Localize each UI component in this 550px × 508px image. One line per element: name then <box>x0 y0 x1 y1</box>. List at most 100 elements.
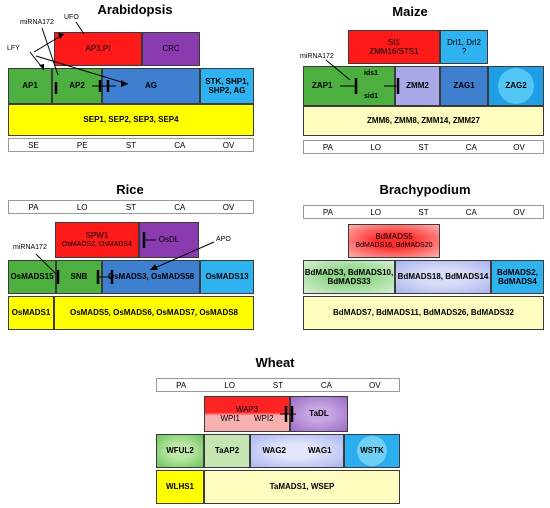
brachypodium-bdmads16-label: BdMADS16, BdMADS20 <box>355 241 433 249</box>
organ-label: ST <box>272 380 284 390</box>
arabidopsis-crc-label: CRC <box>162 44 180 54</box>
maize-si1-box: SI1 ZMM16/STS1 <box>348 30 440 64</box>
brachypodium-bdmads5-box: BdMADS5 BdMADS16, BdMADS20 <box>348 224 440 258</box>
brachypodium-bdmads3-box: BdMADS3, BdMADS10, BdMADS33 <box>303 260 395 294</box>
maize-zap1-label: ZAP1 <box>312 81 333 91</box>
maize-zag1-label: ZAG1 <box>453 81 475 91</box>
brachypodium-bdmads18-label: BdMADS18, BdMADS14 <box>397 272 489 282</box>
arabidopsis-ap3-pi-box: AP3,PI <box>54 32 142 66</box>
wheat-taap2-label: TaAP2 <box>214 446 240 456</box>
arabidopsis-ap1-label: AP1 <box>22 81 38 91</box>
arabidopsis-ap3-pi-label: AP3,PI <box>85 44 111 54</box>
maize-title: Maize <box>392 4 428 19</box>
wheat-title: Wheat <box>255 355 295 370</box>
wheat-tamads1-box: TaMADS1, WSEP <box>204 470 400 504</box>
arabidopsis-crc-box: CRC <box>142 32 200 66</box>
organ-label: OV <box>222 202 235 212</box>
organ-label: OV <box>513 142 525 152</box>
maize-zag1-box: ZAG1 <box>440 66 488 106</box>
maize-zag2-label: ZAG2 <box>505 81 527 91</box>
rice-mirna172-line <box>35 253 57 275</box>
brachypodium-bdmads7-label: BdMADS7, BdMADS11, BdMADS26, BdMADS32 <box>333 308 514 318</box>
arabidopsis-organ-strip: SE PE ST CA OV <box>8 138 254 152</box>
arabidopsis-stk-box: STK, SHP1, SHP2, AG <box>200 68 254 104</box>
wheat-wstk-label: WSTK <box>360 446 384 456</box>
organ-label: ST <box>125 202 137 212</box>
arabidopsis-title: Arabidopsis <box>97 2 173 17</box>
wheat-taap2-box: TaAP2 <box>204 434 250 468</box>
wheat-tadl-box: TaDL <box>290 396 348 432</box>
maize-organ-strip: PA LO ST CA OV <box>303 140 544 154</box>
organ-label: ST <box>418 207 429 217</box>
organ-label: LO <box>224 380 235 390</box>
organ-label: CA <box>320 380 332 390</box>
rice-osmads15-label: OsMADS15 <box>10 272 54 282</box>
rice-spw1-label: SPW1 <box>85 231 109 241</box>
arabidopsis-sep-label: SEP1, SEP2, SEP3, SEP4 <box>83 115 179 125</box>
organ-label: LO <box>76 202 88 212</box>
brachypodium-organ-strip: PA LO ST CA OV <box>303 205 544 219</box>
rice-mirna172-label: miRNA172 <box>13 244 47 251</box>
organ-label: ST <box>125 140 137 150</box>
arrowhead <box>150 264 158 270</box>
wheat-wstk-box: WSTK <box>344 434 400 468</box>
arabidopsis-ap1-box: AP1 <box>8 68 52 104</box>
rice-osmads13-box: OsMADS13 <box>200 260 254 294</box>
organ-label: CA <box>465 142 477 152</box>
rice-osmads5-label: OsMADS5, OsMADS6, OsMADS7, OsMADS8 <box>69 308 239 318</box>
wheat-wlhs1-label: WLHS1 <box>166 482 194 492</box>
rice-apo-label: APO <box>216 236 231 243</box>
mirna172-to-ap2-line <box>41 27 59 76</box>
brachypodium-title: Brachypodium <box>379 182 471 197</box>
rice-osmads5-box: OsMADS5, OsMADS6, OsMADS7, OsMADS8 <box>54 296 254 330</box>
wheat-wlhs1-box: WLHS1 <box>156 470 204 504</box>
rice-osmads3-label: OsMADS3, OsMADS58 <box>107 272 195 282</box>
ufo-to-ap3-line <box>75 21 85 35</box>
arabidopsis-ufo-label: UFO <box>64 14 79 21</box>
rice-osmads1-label: OsMADS1 <box>11 308 51 318</box>
arabidopsis-stk-label: STK, SHP1, SHP2, AG <box>205 76 249 95</box>
maize-drl-box: Drl1, Drl2 ? <box>440 30 488 64</box>
organ-label: LO <box>370 207 382 217</box>
brachypodium-bdmads5-label: BdMADS5 <box>375 232 413 242</box>
maize-drl-label: Drl1, Drl2 <box>447 37 481 47</box>
maize-zmm2-label: ZMM2 <box>406 81 429 91</box>
organ-label: OV <box>222 140 235 150</box>
wheat-wag2-label: WAG2 <box>262 446 286 456</box>
organ-label: PA <box>322 207 333 217</box>
arrowhead <box>39 64 44 70</box>
maize-zag2-circle: ZAG2 <box>498 68 534 104</box>
maize-zmm2-box: ZMM2 <box>395 66 440 106</box>
wheat-wstk-circle: WSTK <box>357 436 387 466</box>
maize-mirna172-label: miRNA172 <box>300 53 334 60</box>
rice-osdl-label: OsDL <box>158 235 180 245</box>
arabidopsis-mirna172-label: miRNA172 <box>20 19 54 26</box>
lfy-to-ap3-line <box>33 33 65 53</box>
rice-spw1-box: SPW1 OsMADS2, OsMADS4 <box>55 222 139 258</box>
brachypodium-bdmads3-label: BdMADS3, BdMADS10, BdMADS33 <box>304 267 394 286</box>
organ-label: ST <box>418 142 429 152</box>
organ-label: OV <box>369 380 381 390</box>
arabidopsis-lfy-label: LFY <box>7 45 20 52</box>
wheat-organ-strip: PA LO ST CA OV <box>156 378 400 392</box>
maize-zmm6-label: ZMM6, ZMM8, ZMM14, ZMM27 <box>367 116 480 126</box>
rice-organ-strip: PA LO ST CA OV <box>8 200 254 214</box>
rice-osmads13-label: OsMADS13 <box>205 272 249 282</box>
arabidopsis-sep-box: SEP1, SEP2, SEP3, SEP4 <box>8 104 254 136</box>
organ-label: CA <box>174 202 186 212</box>
maize-zag2-box: ZAG2 <box>488 66 544 106</box>
wheat-wag-box: WAG2 WAG1 <box>250 434 344 468</box>
wheat-wag1-label: WAG1 <box>308 446 332 456</box>
organ-label: PE <box>76 140 88 150</box>
arabidopsis-ag-box: AG <box>102 68 200 104</box>
organ-label: PA <box>322 142 333 152</box>
rice-title: Rice <box>116 182 144 197</box>
maize-mirna172-line <box>325 59 351 81</box>
wheat-tadl-label: TaDL <box>309 409 329 419</box>
arrowhead <box>121 80 128 87</box>
wheat-wap3-label: WAP3 <box>235 404 259 414</box>
maize-si1-label: SI1 <box>387 37 400 47</box>
maize-ids1-label: ids1 <box>364 70 379 77</box>
organ-label: CA <box>174 140 186 150</box>
